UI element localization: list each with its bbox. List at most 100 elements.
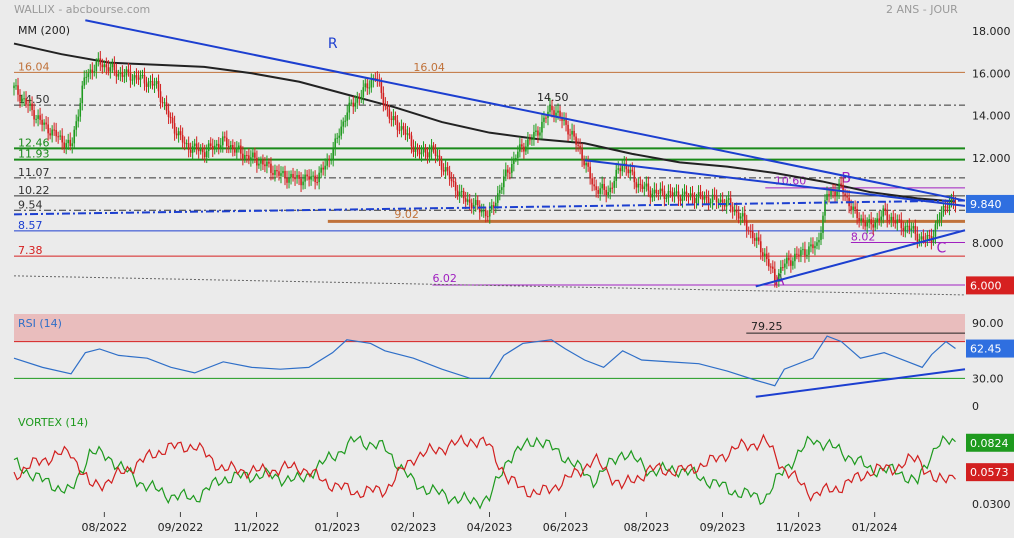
candle-body xyxy=(699,192,702,196)
candle-body xyxy=(786,257,788,264)
candle-body xyxy=(711,194,714,203)
candle-body xyxy=(529,139,531,141)
candle-body xyxy=(217,143,220,148)
candle-body xyxy=(288,177,290,183)
candle-body xyxy=(661,188,664,192)
candle-body xyxy=(788,257,790,261)
candle-body xyxy=(663,191,666,199)
level-label: 7.38 xyxy=(18,244,43,257)
candle-body xyxy=(870,219,872,225)
candle-body xyxy=(836,191,838,197)
candle-body xyxy=(950,198,953,202)
candle-body xyxy=(183,142,186,144)
candle-body xyxy=(591,178,593,185)
candle-body xyxy=(800,250,802,256)
candle-body xyxy=(384,104,387,107)
candle-body xyxy=(262,160,264,165)
candle-body xyxy=(689,193,692,197)
candle-body xyxy=(292,173,294,179)
candle-body xyxy=(260,160,262,164)
candle-body xyxy=(878,218,881,221)
candle-body xyxy=(567,124,569,135)
candle-body xyxy=(37,115,39,119)
candle-body xyxy=(213,145,216,150)
rsi-level-label: 79.25 xyxy=(751,320,783,333)
candle-body xyxy=(135,75,138,78)
candle-body xyxy=(778,273,780,282)
candle-body xyxy=(264,164,266,167)
candle-body xyxy=(456,190,459,196)
candle-body xyxy=(627,169,630,174)
candle-body xyxy=(201,148,204,153)
candle-body xyxy=(615,169,618,181)
candle-body xyxy=(312,175,314,177)
candle-body xyxy=(649,190,652,198)
candle-body xyxy=(581,148,583,160)
candle-body xyxy=(747,230,750,232)
candle-body xyxy=(326,159,328,166)
x-axis: 08/2022 09/2022 11/2022 01/2023 02/2023 04/20… xyxy=(81,512,898,534)
level-label: 9.54 xyxy=(18,198,43,211)
candle-body xyxy=(428,151,431,158)
candle-body xyxy=(356,97,359,103)
candle-body xyxy=(858,218,860,221)
candle-body xyxy=(486,216,489,218)
candle-body xyxy=(862,218,864,222)
candle-body xyxy=(780,267,782,274)
candle-body xyxy=(936,220,939,225)
candle-body xyxy=(221,136,224,146)
candle-body xyxy=(830,190,832,196)
trendline xyxy=(85,19,966,202)
candle-body xyxy=(902,228,905,232)
candle-body xyxy=(655,189,658,194)
candle-body xyxy=(669,191,672,193)
candle-body xyxy=(908,225,911,231)
candle-body xyxy=(101,64,104,68)
trendline xyxy=(13,199,966,216)
candle-body xyxy=(328,159,330,161)
candle-body xyxy=(784,263,786,268)
candle-body xyxy=(75,121,78,130)
candle-body xyxy=(368,87,371,89)
candle-body xyxy=(314,175,316,183)
candle-body xyxy=(761,252,764,256)
candle-body xyxy=(818,239,820,243)
candle-body xyxy=(53,129,55,131)
candle-body xyxy=(77,116,80,122)
candle-body xyxy=(751,231,754,239)
candle-body xyxy=(637,183,640,188)
candle-body xyxy=(478,205,481,213)
candle-body xyxy=(454,182,457,191)
candle-body xyxy=(725,199,728,207)
candle-body xyxy=(242,153,244,159)
candle-body xyxy=(770,266,772,268)
candle-body xyxy=(25,98,27,105)
candle-body xyxy=(571,130,573,135)
candle-body xyxy=(579,145,581,149)
candle-body xyxy=(659,188,662,194)
candle-body xyxy=(225,137,228,146)
candle-body xyxy=(442,169,445,172)
candle-body xyxy=(276,169,278,172)
candle-body xyxy=(115,70,118,77)
candle-body xyxy=(161,102,164,104)
candle-body xyxy=(302,181,304,186)
candle-body xyxy=(111,63,114,68)
candle-body xyxy=(280,173,282,176)
candle-body xyxy=(609,187,612,193)
candle-body xyxy=(707,197,710,204)
candle-body xyxy=(551,105,553,111)
candle-body xyxy=(613,180,616,188)
candle-body xyxy=(507,169,509,173)
level-label: 8.57 xyxy=(18,219,43,232)
candle-body xyxy=(440,160,443,170)
candle-body xyxy=(354,102,357,107)
candle-body xyxy=(191,146,194,153)
candle-body xyxy=(113,63,116,71)
level-annotation: 9.02 xyxy=(394,208,419,221)
candle-body xyxy=(729,198,732,207)
candle-body xyxy=(29,103,31,106)
candle-body xyxy=(701,195,704,200)
candle-body xyxy=(248,155,250,160)
candle-body xyxy=(340,126,343,136)
